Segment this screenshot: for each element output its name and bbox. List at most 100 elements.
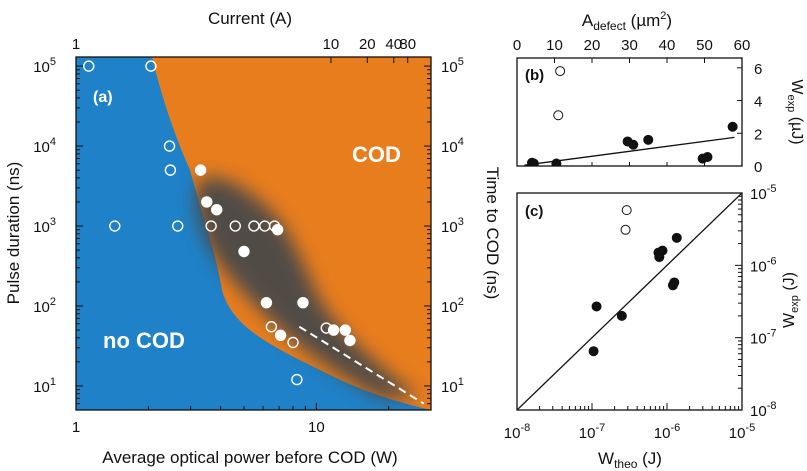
right-y-tick-label: 104: [441, 136, 464, 156]
open-data-point: [621, 205, 632, 216]
filled-data-point: [201, 196, 213, 208]
panel-a-top-axis-label: Current (A): [208, 9, 292, 28]
filled-data-point: [194, 164, 207, 176]
top-tick-label: 1: [72, 36, 80, 53]
top-tick-label: 0: [513, 37, 521, 54]
open-data-point: [291, 373, 303, 386]
panel-c-right-axis-label: Wexp (J): [781, 272, 801, 328]
top-tick-label: 50: [696, 37, 713, 54]
right-y-tick-label: 102: [441, 296, 464, 316]
transition-region: [195, 177, 420, 398]
filled-data-point: [628, 139, 639, 150]
right-y-tick-label: 101: [441, 376, 464, 396]
no-cod-region-label: no COD: [103, 328, 185, 353]
x-tick-label: 10-6: [654, 422, 680, 442]
filled-data-point: [297, 296, 309, 309]
x-tick-label: 10-7: [579, 422, 605, 442]
top-tick-label: 20: [359, 36, 376, 53]
open-data-point: [620, 224, 631, 235]
panel-a-background: [76, 57, 431, 410]
open-data-point: [83, 60, 95, 72]
filled-data-point: [588, 346, 599, 357]
panel-c-label: (c): [525, 203, 543, 220]
panel-b-ticks: 0 10 20 30 40 50 60 0 2 4 6: [513, 37, 763, 176]
top-tick-label: 30: [621, 37, 638, 54]
cod-region-label: COD: [352, 142, 401, 167]
y-tick-label: 104: [33, 136, 56, 156]
panel-c-frame: [516, 192, 743, 411]
x-tick-label: 10: [308, 419, 325, 436]
panel-a-x-axis-label: Average optical power before COD (W): [102, 448, 397, 467]
right-y-tick-label: 0: [754, 159, 762, 176]
right-y-tick-label: 4: [754, 94, 762, 111]
y-tick-label: 103: [33, 216, 56, 236]
right-y-tick-label: 10-7: [750, 328, 776, 348]
x-tick-label: 10-8: [504, 422, 530, 442]
panel-b: 0 10 20 30 40 50 60 0 2 4 6 (b) Adefect (µm2) Wexp…: [513, 10, 805, 176]
filled-data-point: [274, 329, 287, 341]
x-tick-label: 1: [72, 419, 80, 436]
top-tick-label: 60: [734, 37, 751, 54]
open-data-point: [287, 336, 299, 349]
filled-data-point: [702, 152, 713, 162]
filled-data-point: [260, 296, 273, 309]
filled-data-point: [271, 223, 284, 236]
filled-data-point: [671, 232, 682, 243]
filled-data-point: [327, 324, 340, 336]
filled-data-point: [657, 245, 668, 256]
open-data-point: [553, 110, 564, 121]
open-data-point: [555, 66, 566, 77]
y-tick-label: 101: [33, 376, 56, 396]
y-tick-label: 102: [33, 296, 56, 316]
filled-data-point: [551, 158, 562, 166]
panel-b-label: (b): [525, 67, 544, 84]
open-data-point: [205, 220, 217, 232]
filled-data-point: [727, 121, 738, 132]
panel-c: 10-8 10-7 10-6 10-510-810-710-610-5 (c) Wth…: [504, 183, 801, 471]
open-data-point: [229, 220, 241, 232]
panel-c-points: [588, 205, 682, 357]
panel-a-y-axis-label: Pulse duration (ns): [4, 162, 23, 305]
top-tick-label: 20: [584, 37, 601, 54]
top-tick-label: 10: [323, 36, 340, 53]
filled-data-point: [643, 134, 654, 145]
filled-data-point: [528, 158, 539, 166]
top-tick-label: 10: [546, 37, 563, 54]
open-data-point: [145, 60, 157, 72]
filled-data-point: [344, 334, 356, 347]
right-y-tick-label: 10-5: [750, 183, 776, 203]
open-data-point: [109, 220, 121, 232]
open-data-point: [163, 140, 176, 152]
right-y-tick-label: 2: [754, 126, 762, 143]
filled-data-point: [211, 204, 223, 216]
filled-data-point: [339, 324, 352, 336]
right-y-tick-label: 103: [441, 216, 464, 236]
filled-data-point: [616, 310, 627, 321]
open-data-point: [164, 164, 177, 176]
filled-data-point: [238, 245, 250, 258]
filled-data-point: [669, 277, 680, 288]
right-y-tick-label: 10-8: [750, 400, 776, 420]
filled-data-point: [591, 301, 602, 312]
panel-b-right-axis-label: Wexp (µJ): [785, 79, 805, 144]
panel-b-top-axis-label: Adefect (µm2): [582, 10, 672, 33]
panel-b-points: [527, 66, 738, 166]
open-data-point: [248, 220, 260, 232]
panel-a-points: [83, 60, 356, 386]
top-tick-label: 40: [385, 36, 402, 53]
panel-b-frame: [516, 57, 743, 167]
panel-c-ticks: 10-8 10-7 10-6 10-510-810-710-610-5: [504, 183, 777, 442]
open-data-point: [172, 220, 184, 232]
top-tick-label: 80: [399, 36, 416, 53]
right-y-tick-label: 10-6: [750, 255, 776, 275]
x-tick-label: 10-5: [729, 422, 755, 442]
top-tick-label: 40: [659, 37, 676, 54]
panel-a-right-axis-label: Time to COD (ns): [483, 167, 502, 300]
right-y-tick-label: 6: [754, 61, 762, 78]
open-data-point: [265, 321, 278, 333]
panel-c-diagonal-line: [517, 193, 742, 410]
guide-dashed-line: [298, 325, 425, 405]
